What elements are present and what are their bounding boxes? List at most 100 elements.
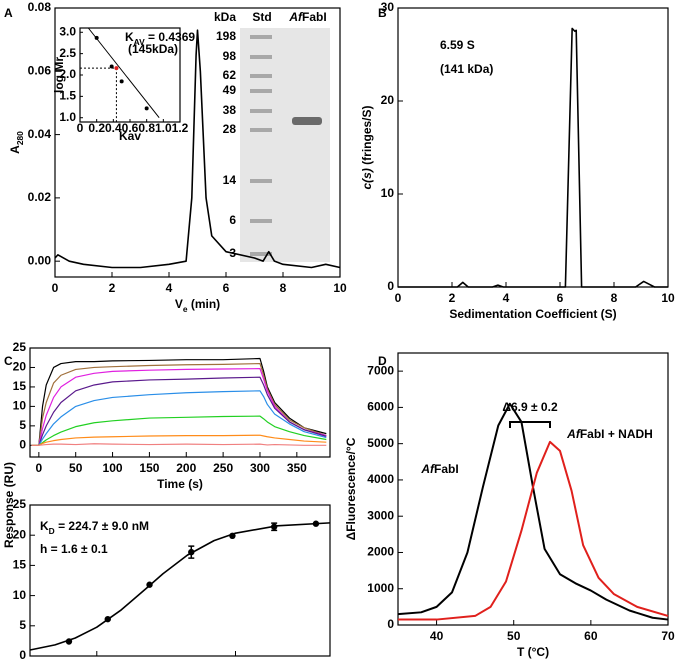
series-line [31, 443, 327, 446]
x-tick-label: 1.0 [155, 121, 172, 135]
text-part: FabI [302, 10, 327, 24]
y-tick-label: 0.04 [28, 127, 52, 141]
x-tick-label: 8 [611, 291, 618, 305]
x-tick-label: 150 [139, 461, 159, 475]
data-point [270, 523, 278, 530]
gel-marker-label: 14 [223, 173, 237, 187]
y-tick-label: 10 [13, 399, 27, 413]
text-part: Std [252, 10, 271, 24]
y-tick-label: 1.5 [59, 89, 76, 103]
y-tick-label: 25 [13, 340, 27, 354]
x-tick-label: 250 [213, 461, 233, 475]
data-point [65, 638, 73, 645]
y-tick-label: 0 [387, 279, 394, 293]
text-part: D [49, 526, 55, 536]
y-tick-label: 20 [381, 93, 395, 107]
y-tick-label: 1000 [367, 581, 394, 595]
y-tick-label: 20 [13, 360, 27, 374]
annotation: (141 kDa) [440, 62, 493, 76]
gel-marker-band [250, 219, 272, 223]
x-tick-label: 6 [557, 291, 564, 305]
x-axis-label: T (°C) [517, 645, 549, 659]
x-tick-label: 60 [584, 629, 598, 643]
x-tick-label: 2 [449, 291, 456, 305]
y-tick-label: 2000 [367, 545, 394, 559]
panel-letter: D [378, 354, 387, 368]
x-tick-label: 0.6 [122, 121, 139, 135]
text-part: log Mr [52, 57, 66, 93]
text-part: Af [420, 462, 435, 476]
y-tick-label: 10 [381, 186, 395, 200]
data-point [144, 106, 149, 111]
data-point [229, 532, 236, 540]
x-tick-label: 0.8 [138, 121, 155, 135]
data-point [104, 615, 111, 623]
y-tick-label: 3.0 [59, 24, 76, 38]
x-tick-label: 200 [176, 461, 196, 475]
y-tick-label: 5 [19, 418, 26, 432]
series-line [398, 27, 668, 288]
annotation: KAV = 0.4369 [125, 30, 195, 47]
data-point [188, 548, 195, 556]
text-part: (min) [188, 297, 221, 311]
text-part: FabI [434, 462, 459, 476]
gel-marker-band [250, 89, 272, 93]
y-tick-label: 7000 [367, 363, 394, 377]
y-tick-label: 15 [13, 558, 27, 572]
text-part: (145kDa) [128, 42, 178, 56]
gel-marker-band [250, 74, 272, 78]
data-point [312, 520, 320, 527]
gel-lane-label: Std [252, 10, 271, 24]
text-part: AV [134, 37, 145, 47]
y-tick-label: 0.08 [28, 0, 52, 14]
x-tick-label: 1.2 [172, 121, 189, 135]
series-line [31, 368, 327, 446]
y-tick-label: 4000 [367, 472, 394, 486]
data-point [109, 64, 114, 69]
x-tick-label: 0.2 [88, 121, 105, 135]
x-axis-label: Time (s) [157, 477, 203, 491]
gel-marker-label: 198 [216, 29, 236, 43]
x-tick-label: 50 [69, 461, 83, 475]
y-tick-label: 20 [13, 527, 27, 541]
gel-marker-band [250, 109, 272, 113]
data-point [146, 581, 153, 588]
y-axis-label: A280 [8, 131, 25, 154]
series-line [54, 29, 341, 269]
y-tick-label: 0.06 [28, 63, 52, 77]
text-part: (fringes/S) [360, 105, 374, 168]
plot-frame [29, 504, 331, 657]
gel-marker-label: 6 [229, 213, 236, 227]
text-part: Δ6.9 ± 0.2 [502, 400, 558, 414]
x-tick-label: 2 [109, 281, 116, 295]
text-part: c(s) [360, 168, 374, 189]
x-tick-label: 0 [52, 281, 59, 295]
gel-marker-label: 49 [223, 83, 237, 97]
delta-bracket [509, 421, 551, 428]
x-tick-label: 300 [250, 461, 270, 475]
x-tick-label: 4 [503, 291, 510, 305]
y-tick-label: 0.00 [28, 253, 52, 267]
series-line [31, 357, 327, 446]
text-part: FabI + NADH [580, 427, 653, 441]
y-axis-label: c(s) (fringes/S) [360, 105, 374, 189]
text-part: = 0.4369 [145, 30, 196, 44]
y-tick-label: 0 [19, 648, 26, 661]
data-point [94, 35, 99, 40]
x-tick-label: 10 [661, 291, 675, 305]
gel-lane-label: AfFabI [288, 10, 326, 24]
x-tick-label: 0 [395, 291, 402, 305]
annotation: h = 1.6 ± 0.1 [40, 542, 108, 556]
y-tick-label: 1.0 [59, 110, 76, 124]
gel-marker-band [250, 252, 272, 256]
x-axis-label: Kav [119, 129, 141, 143]
annotation: (145kDa) [128, 42, 178, 56]
text-part: h = 1.6 ± 0.1 [40, 542, 108, 556]
y-tick-label: 15 [13, 379, 27, 393]
gel-marker-label: 62 [223, 68, 237, 82]
panel-letter: C [4, 354, 13, 368]
text-part: 6.59 S [440, 38, 475, 52]
y-tick-label: 6000 [367, 400, 394, 414]
x-tick-label: 10 [333, 281, 347, 295]
text-part: Sedimentation Coefficient (S) [449, 307, 616, 321]
